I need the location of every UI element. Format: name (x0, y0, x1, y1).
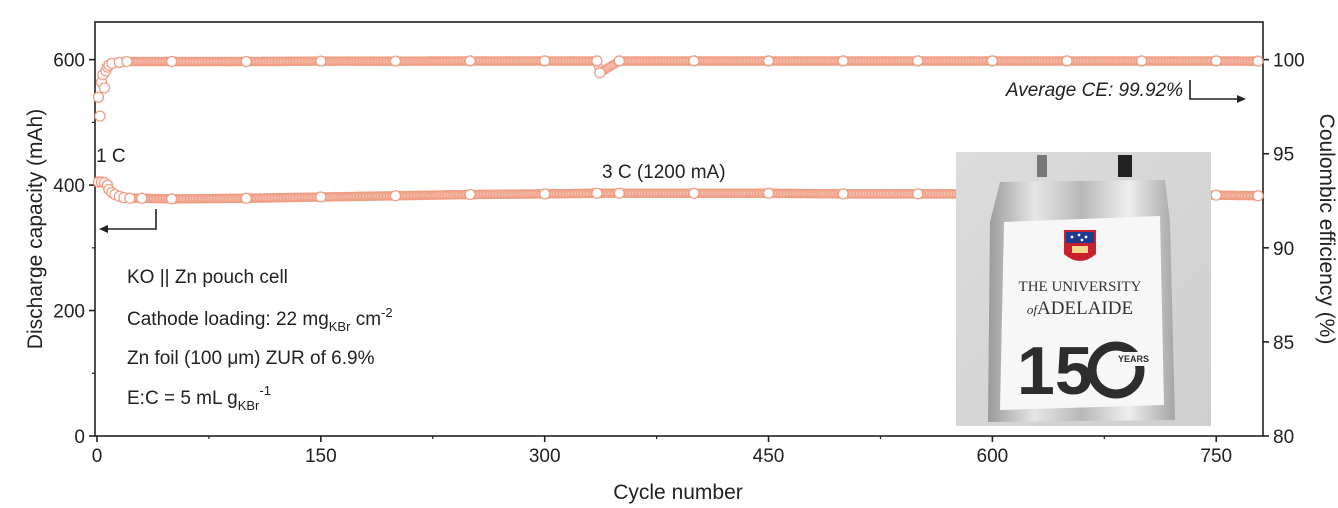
y-left-tick-label: 0 (74, 427, 85, 448)
y-axis-left: 0 200 400 600 (53, 51, 95, 448)
electrolyte-ratio-text: E:C = 5 mL gKBr-1 (127, 383, 271, 413)
y-right-tick-label: 85 (1273, 333, 1294, 354)
ce-key-point (389, 55, 402, 67)
capacity-key-point (762, 187, 775, 199)
x-tick-label: 150 (305, 446, 337, 467)
university-crest-icon (1064, 230, 1096, 261)
y-axis-right-title: Coulombic efficiency (%) (1315, 114, 1338, 345)
right-axis-arrow (1189, 80, 1246, 103)
average-ce-label: Average CE: 99.92% (1005, 80, 1183, 101)
ce-key-point (591, 55, 603, 67)
plot-frame (94, 21, 1264, 437)
x-tick-label: 0 (92, 446, 103, 467)
ce-key-point (165, 55, 178, 68)
ce-key-point (98, 82, 111, 94)
capacity-key-point (613, 187, 625, 199)
capacity-key-point (315, 191, 327, 203)
capacity-key-point (165, 193, 178, 205)
ce-key-point (1210, 55, 1222, 67)
capacity-key-point (591, 187, 603, 199)
ce-key-point (315, 55, 327, 67)
ce-key-point (121, 55, 133, 68)
y-left-tick-label: 200 (53, 302, 85, 323)
ce-key-point (912, 55, 924, 67)
photo-university-line1: THE UNIVERSITY (1019, 279, 1142, 295)
x-axis: 0 150 300 450 600 750 (92, 436, 1232, 467)
ce-key-point (594, 67, 606, 79)
photo-years-text: YEARS (1118, 354, 1149, 364)
capacity-key-point (1252, 190, 1264, 202)
x-tick-label: 750 (1200, 446, 1232, 467)
capacity-key-point (912, 188, 924, 200)
y-right-tick-label: 80 (1273, 427, 1294, 448)
ce-key-point (1061, 55, 1073, 67)
y-left-tick-label: 600 (53, 51, 85, 72)
ce-key-point (1252, 55, 1264, 67)
zn-foil-text: Zn foil (100 μm) ZUR of 6.9% (127, 348, 375, 369)
capacity-key-point (124, 192, 136, 204)
x-tick-label: 300 (529, 446, 561, 467)
capacity-key-point (837, 188, 849, 200)
capacity-key-point (136, 192, 148, 204)
cathode-loading-text: Cathode loading: 22 mgKBr cm-2 (127, 305, 393, 334)
ce-key-point (464, 55, 476, 67)
ce-key-point (1135, 55, 1148, 67)
capacity-key-point (1210, 189, 1222, 201)
photo-150-number: 15 (1017, 333, 1093, 409)
x-tick-label: 450 (753, 446, 785, 467)
capacity-key-point (539, 188, 551, 200)
ce-key-point (688, 55, 700, 67)
y-right-tick-label: 95 (1273, 145, 1294, 166)
ce-key-point (539, 55, 551, 67)
y-right-tick-label: 90 (1273, 239, 1294, 260)
left-axis-arrow (99, 209, 157, 233)
rate-1c-label: 1 C (96, 146, 126, 167)
x-tick-label: 600 (977, 446, 1009, 467)
cell-info: KO || Zn pouch cell Cathode loading: 22 … (127, 267, 393, 413)
y-right-tick-label: 100 (1273, 51, 1305, 72)
ce-key-point (240, 55, 252, 68)
pouch-cell-photo: THE UNIVERSITY ofADELAIDE 15 YEARS (956, 152, 1211, 426)
ce-key-point (94, 110, 106, 122)
series-coulombic-efficiency (92, 55, 1264, 122)
capacity-key-point (389, 190, 402, 202)
y-axis-left-title: Discharge capacity (mAh) (24, 109, 47, 349)
capacity-key-point (464, 188, 476, 201)
cell-type-text: KO || Zn pouch cell (127, 267, 288, 288)
years-ring-icon (1087, 341, 1150, 399)
ce-key-point (762, 55, 775, 67)
y-axis-right: 80 85 90 95 100 (1263, 51, 1305, 448)
ce-key-point (92, 91, 105, 103)
ce-key-point (613, 55, 625, 67)
photo-university-line2: ofADELAIDE (1027, 298, 1133, 319)
rate-3c-label: 3 C (1200 mA) (602, 162, 726, 183)
y-left-tick-label: 400 (53, 176, 85, 197)
capacity-key-point (688, 187, 700, 199)
ce-key-point (837, 55, 849, 67)
x-axis-title: Cycle number (613, 481, 743, 504)
capacity-key-point (240, 192, 252, 204)
ce-key-point (986, 55, 999, 67)
